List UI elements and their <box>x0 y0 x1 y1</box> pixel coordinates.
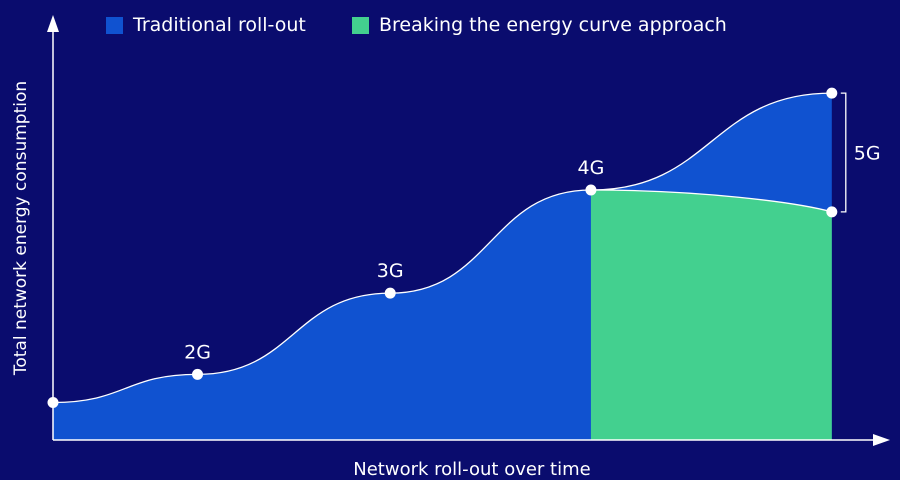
generation-point-3 <box>585 184 597 196</box>
generation-label-3g: 3G <box>377 260 404 282</box>
generation-label-2g: 2G <box>184 341 211 363</box>
x-axis-arrow <box>873 434 890 446</box>
legend-swatch-traditional <box>106 16 123 34</box>
five-g-label: 5G <box>854 143 881 165</box>
generation-point-1 <box>192 368 204 380</box>
x-axis-title: Network roll-out over time <box>353 459 590 480</box>
y-axis-arrow <box>47 15 59 32</box>
legend-swatch-breaking <box>352 16 369 34</box>
generation-point-4 <box>826 87 838 99</box>
legend-label-traditional: Traditional roll-out <box>133 14 306 36</box>
breaking-curve-area <box>590 190 832 440</box>
breaking-curve-line <box>590 189 832 213</box>
legend-item-traditional: Traditional roll-out <box>106 14 306 36</box>
legend-label-breaking: Breaking the energy curve approach <box>379 14 727 36</box>
five-g-bracket <box>840 92 847 213</box>
generation-point-2 <box>384 287 396 299</box>
breaking-curve-end-point <box>826 206 838 218</box>
legend-item-breaking: Breaking the energy curve approach <box>352 14 727 36</box>
y-axis-title: Total network energy consumption <box>11 81 31 376</box>
generation-label-4g: 4G <box>578 157 605 179</box>
traditional-rollout-line <box>52 92 832 404</box>
generation-point-0 <box>47 397 59 408</box>
